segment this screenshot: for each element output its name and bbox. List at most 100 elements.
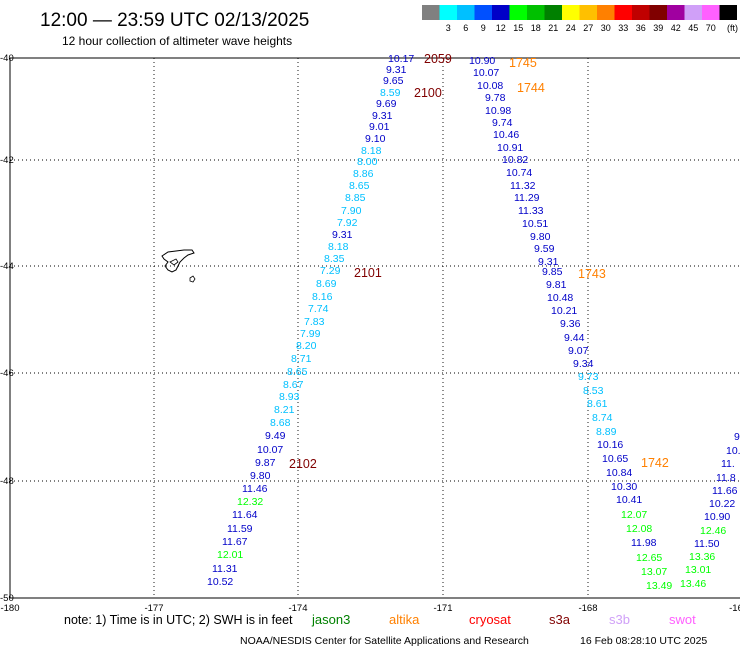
wave-height-label: 8.85 [345, 192, 366, 204]
footer-note: note: 1) Time is in UTC; 2) SWH is in fe… [64, 613, 293, 627]
wave-height-label: 10.07 [257, 444, 283, 456]
wave-height-label: 10.21 [551, 305, 577, 317]
scale-swatch [527, 5, 545, 20]
wave-height-label: 8.65 [287, 366, 308, 378]
wave-height-label: 8.68 [270, 417, 291, 429]
longitude-tick: -177 [144, 603, 163, 614]
wave-height-label: 11.98 [631, 537, 657, 549]
scale-swatch [492, 5, 510, 20]
wave-height-label: 11.32 [510, 180, 536, 192]
wave-height-label: 8.89 [596, 426, 617, 438]
longitude-tick: -168 [578, 603, 597, 614]
scale-label: 12 [496, 23, 506, 33]
scale-label: 3 [446, 23, 451, 33]
scale-swatch [632, 5, 650, 20]
wave-height-label: 7.92 [337, 217, 358, 229]
wave-height-label: 9.73 [578, 371, 599, 383]
pass-time-label: 2102 [289, 457, 317, 471]
wave-height-label: 9.65 [383, 75, 404, 87]
longitude-tick: -171 [433, 603, 452, 614]
wave-height-label: 10.16 [597, 439, 623, 451]
wave-height-label: 9.31 [386, 64, 407, 76]
wave-height-label: 7.90 [341, 205, 362, 217]
satellite-legend: jason3 altika cryosat s3a s3b swot [311, 612, 696, 627]
scale-swatch [702, 5, 720, 20]
satellite-legend-item: cryosat [469, 612, 511, 627]
latitude-tick: -50 [0, 593, 14, 604]
wave-height-label: 13.49 [646, 580, 672, 592]
wave-height-label: 7.83 [304, 316, 325, 328]
pass-time-label: 2101 [354, 266, 382, 280]
wave-height-label: 8.35 [324, 253, 345, 265]
longitude-tick: -180 [0, 603, 19, 614]
wave-height-label: 9.49 [265, 430, 286, 442]
scale-label: 18 [531, 23, 541, 33]
wave-height-label: 12.46 [700, 525, 726, 537]
wave-height-label: 9.59 [534, 243, 555, 255]
wave-height-label: 10.52 [207, 576, 233, 588]
scale-swatch [667, 5, 685, 20]
pass-time-label: 1742 [641, 456, 669, 470]
pass-time-label: 1745 [509, 56, 537, 70]
wave-height-label: 10.22 [709, 498, 735, 510]
wave-height-label: 11.8 [716, 472, 736, 484]
satellite-legend-item: jason3 [311, 612, 350, 627]
wave-height-label: 11.46 [242, 483, 268, 495]
wave-height-label: 11.64 [232, 509, 258, 521]
wave-height-label: 10.07 [473, 67, 499, 79]
wave-height-label: 7.74 [308, 303, 329, 315]
wave-height-label: 11.33 [518, 205, 544, 217]
satellite-legend-item: s3b [609, 612, 630, 627]
scale-swatch [509, 5, 527, 20]
track-1: 10.179.319.658.599.699.319.019.108.188.0… [207, 53, 414, 588]
wave-height-label: 8.67 [283, 379, 304, 391]
wave-height-label: 9.44 [564, 332, 585, 344]
wave-height-label: 10.51 [522, 218, 548, 230]
wave-height-label: 9.81 [546, 279, 567, 291]
wave-height-label: 12.07 [621, 509, 647, 521]
wave-height-label: 9.87 [255, 457, 276, 469]
scale-label: 9 [481, 23, 486, 33]
latitude-tick: -42 [0, 155, 14, 166]
scale-label: 42 [671, 23, 681, 33]
scale-swatch [457, 5, 475, 20]
scale-label: 21 [548, 23, 558, 33]
wave-height-label: 11.31 [212, 563, 238, 575]
wave-height-label: 8.18 [328, 241, 349, 253]
wave-height-label: 8.00 [357, 156, 378, 168]
wave-height-label: 12.65 [636, 552, 662, 564]
latitude-tick: -44 [0, 261, 14, 272]
scale-label: 70 [706, 23, 716, 33]
wave-height-label: 12.01 [217, 549, 243, 561]
wave-height-label: 8.74 [592, 412, 613, 424]
scale-label: 39 [653, 23, 663, 33]
latitude-tick: -46 [0, 368, 14, 379]
scale-swatch [719, 5, 737, 20]
wave-height-label: 9.36 [560, 318, 581, 330]
track-2: 10.9010.0710.089.7810.989.7410.4610.9110… [469, 55, 672, 592]
wave-height-label: 9.31 [332, 229, 353, 241]
wave-height-label: 10.82 [502, 154, 528, 166]
wave-height-label: 10.65 [602, 453, 628, 465]
wave-height-label: 8.69 [316, 278, 337, 290]
wave-height-label: 9.01 [369, 121, 390, 133]
scale-label: 27 [583, 23, 593, 33]
wave-height-label: 8.65 [349, 180, 370, 192]
latitude-tick: -48 [0, 476, 14, 487]
scale-swatch [562, 5, 580, 20]
wave-height-label: 8.21 [274, 404, 295, 416]
scale-label: 45 [688, 23, 698, 33]
pass-time-label: 1743 [578, 267, 606, 281]
wave-height-label: 9.78 [485, 92, 506, 104]
wave-height-label: 13.46 [680, 578, 706, 590]
wave-height-label: 10. [726, 445, 740, 457]
wave-height-label: 7.99 [300, 328, 321, 340]
scale-unit: (ft) [727, 23, 738, 33]
wave-height-label: 8.93 [279, 391, 300, 403]
map-subtitle: 12 hour collection of altimeter wave hei… [62, 34, 292, 48]
wave-height-label: 9.80 [530, 231, 551, 243]
wave-height-label: 13.07 [641, 566, 667, 578]
wave-height-label: 11. [721, 458, 735, 470]
satellite-legend-item: swot [669, 612, 696, 627]
pass-time-layer: 2059 1745 2100 1744 2101 1743 2102 1742 [289, 52, 669, 471]
